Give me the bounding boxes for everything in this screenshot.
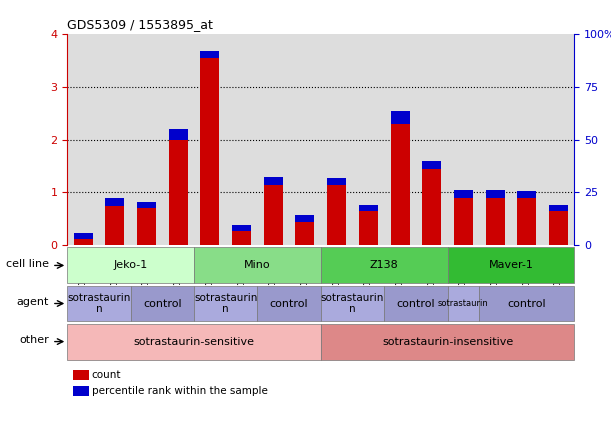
Bar: [67, 324, 321, 360]
Bar: [486, 198, 505, 245]
Text: GDS5309 / 1553895_at: GDS5309 / 1553895_at: [67, 18, 213, 31]
Bar: [67, 247, 194, 283]
Bar: [264, 177, 283, 184]
Bar: [131, 286, 194, 321]
Bar: [232, 225, 251, 231]
Text: Mino: Mino: [244, 261, 271, 270]
Bar: [327, 184, 346, 245]
Bar: [73, 370, 89, 380]
Text: sotrastaurin
n: sotrastaurin n: [321, 293, 384, 314]
Bar: [327, 178, 346, 184]
Bar: [479, 286, 574, 321]
Bar: [447, 247, 574, 283]
Text: control: control: [397, 299, 435, 308]
Bar: [353, 34, 384, 245]
Bar: [454, 190, 473, 198]
Bar: [131, 34, 163, 245]
Bar: [454, 198, 473, 245]
Text: sotrastaurin: sotrastaurin: [438, 299, 489, 308]
Bar: [447, 286, 479, 321]
Bar: [105, 198, 124, 206]
Bar: [194, 247, 321, 283]
Bar: [137, 209, 156, 245]
Text: Jeko-1: Jeko-1: [114, 261, 148, 270]
Bar: [422, 169, 441, 245]
Bar: [99, 34, 131, 245]
Text: other: other: [19, 335, 49, 345]
Bar: [67, 286, 131, 321]
Bar: [359, 205, 378, 211]
Bar: [321, 247, 447, 283]
Bar: [486, 190, 505, 198]
Bar: [194, 34, 225, 245]
Bar: [169, 140, 188, 245]
Bar: [105, 206, 124, 245]
Bar: [390, 124, 409, 245]
Bar: [422, 161, 441, 169]
Text: Z138: Z138: [370, 261, 398, 270]
Bar: [447, 34, 479, 245]
Bar: [321, 286, 384, 321]
Bar: [200, 58, 219, 245]
Bar: [416, 34, 447, 245]
Bar: [511, 34, 543, 245]
Bar: [194, 286, 257, 321]
Bar: [518, 198, 536, 245]
Text: sotrastaurin-insensitive: sotrastaurin-insensitive: [382, 337, 513, 346]
Text: sotrastaurin-sensitive: sotrastaurin-sensitive: [133, 337, 255, 346]
Bar: [169, 129, 188, 140]
Bar: [257, 286, 321, 321]
Bar: [73, 239, 93, 245]
Bar: [232, 231, 251, 245]
Bar: [479, 34, 511, 245]
Bar: [549, 211, 568, 245]
Bar: [264, 184, 283, 245]
Text: percentile rank within the sample: percentile rank within the sample: [92, 386, 268, 396]
Bar: [225, 34, 257, 245]
Text: sotrastaurin
n: sotrastaurin n: [67, 293, 131, 314]
Bar: [384, 286, 447, 321]
Text: control: control: [508, 299, 546, 308]
Text: control: control: [143, 299, 181, 308]
Text: control: control: [270, 299, 309, 308]
Text: agent: agent: [16, 297, 49, 307]
Bar: [67, 34, 99, 245]
Text: sotrastaurin
n: sotrastaurin n: [194, 293, 257, 314]
Bar: [296, 222, 315, 245]
Bar: [257, 34, 289, 245]
Bar: [549, 205, 568, 211]
Bar: [200, 51, 219, 58]
Bar: [289, 34, 321, 245]
Text: Maver-1: Maver-1: [489, 261, 533, 270]
Bar: [163, 34, 194, 245]
Text: cell line: cell line: [6, 258, 49, 269]
Text: count: count: [92, 370, 121, 380]
Bar: [518, 191, 536, 198]
Bar: [73, 386, 89, 396]
Bar: [384, 34, 416, 245]
Bar: [359, 211, 378, 245]
Bar: [321, 34, 353, 245]
Bar: [390, 110, 409, 124]
Bar: [137, 202, 156, 209]
Bar: [321, 324, 574, 360]
Bar: [296, 215, 315, 222]
Bar: [73, 233, 93, 239]
Bar: [543, 34, 574, 245]
